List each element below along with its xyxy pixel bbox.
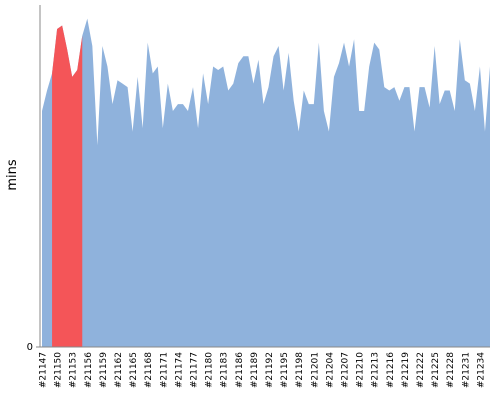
x-tick-label: #21174 [174,352,184,388]
x-tick-label: #21228 [446,352,456,388]
x-tick-label: #21234 [476,352,486,388]
x-tick-label: #21186 [235,352,245,388]
x-tick-label: #21159 [99,352,109,388]
x-tick-label: #21216 [386,352,396,388]
y-axis-label: mins [5,159,20,191]
x-tick-label: #21180 [205,352,215,388]
area [52,25,83,348]
x-tick-label: #21177 [190,352,200,388]
x-tick-label: #21165 [129,352,139,388]
x-tick-label: #21183 [220,352,230,388]
x-tick-label: #21219 [401,352,411,388]
x-tick-label: #21168 [144,352,154,388]
x-tick-label: #21150 [54,352,64,388]
x-tick-label: #21189 [250,352,260,388]
x-tick-label: #21147 [39,352,49,388]
area [42,18,490,348]
x-tick-label: #21210 [356,352,366,388]
x-tick-label: #21231 [461,352,471,388]
x-tick-label: #21222 [416,352,426,388]
x-tick-label: #21153 [69,352,79,388]
x-tick-label: #21225 [431,352,441,388]
x-tick-label: #21198 [295,352,305,388]
x-tick-label: #21213 [371,352,381,388]
x-tick-label: #21171 [159,352,169,388]
x-tick-label: #21192 [265,352,275,388]
x-tick-label: #21201 [310,352,320,388]
x-tick-label: #21156 [84,352,94,388]
x-tick-label: #21207 [341,352,351,388]
x-tick-label: #21204 [325,352,335,388]
y-tick-label: 0 [27,342,33,353]
x-tick-label: #21162 [114,352,124,388]
x-tick-label: #21195 [280,352,290,388]
